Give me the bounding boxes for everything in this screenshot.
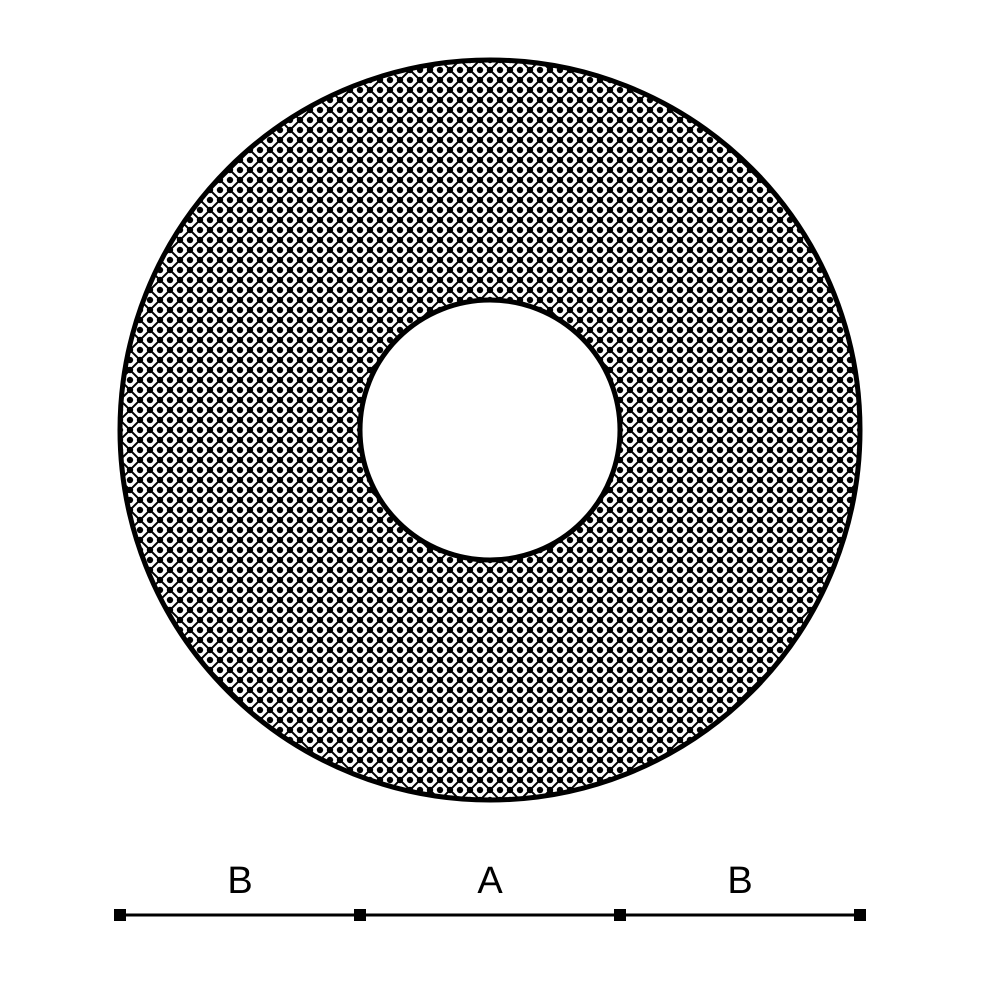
dimension-label-b: B [727,860,752,902]
dimension-label-b: B [227,860,252,902]
dimension-label-a: A [477,860,503,902]
annulus-diagram: BAB [0,0,1000,1000]
dimension-tick [854,909,866,921]
dimension-tick [114,909,126,921]
dimension-tick [614,909,626,921]
hatched-region [0,0,1000,1000]
dimension-tick [354,909,366,921]
